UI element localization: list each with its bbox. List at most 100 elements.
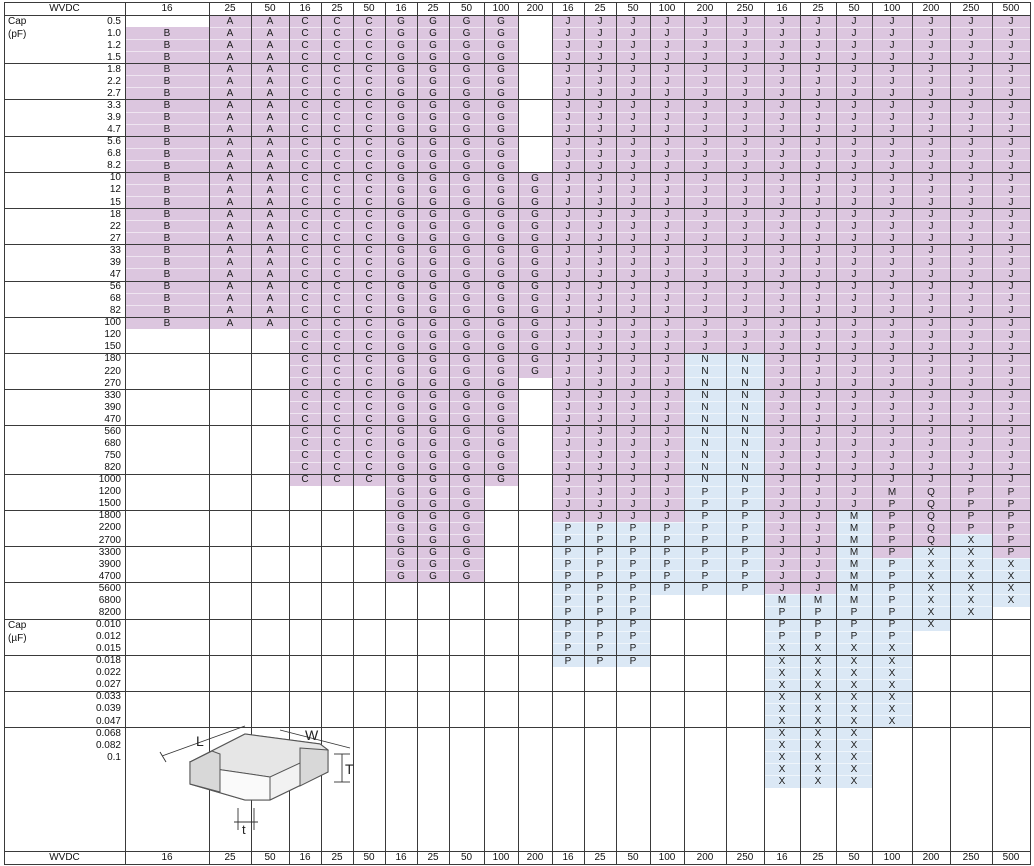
case-code: J bbox=[565, 15, 571, 27]
case-code: J bbox=[851, 148, 857, 160]
case-code: J bbox=[742, 305, 748, 317]
case-code: G bbox=[462, 208, 471, 220]
row-separator bbox=[650, 268, 684, 270]
row-separator bbox=[353, 51, 385, 53]
grid-horizontal bbox=[4, 655, 1031, 656]
row-separator bbox=[251, 268, 289, 270]
rating-cell-fill bbox=[289, 27, 321, 40]
row-separator bbox=[125, 232, 209, 234]
case-code: C bbox=[301, 136, 309, 148]
case-code: J bbox=[779, 112, 785, 124]
case-code: C bbox=[365, 172, 373, 184]
case-code: J bbox=[968, 64, 974, 76]
case-code: J bbox=[597, 245, 603, 257]
case-code: G bbox=[397, 498, 405, 510]
voltage-header: 25 bbox=[812, 3, 824, 14]
row-separator bbox=[449, 365, 484, 367]
row-separator bbox=[353, 449, 385, 451]
row-separator bbox=[417, 220, 449, 222]
row-separator bbox=[726, 304, 764, 306]
rating-cell-fill bbox=[385, 171, 417, 185]
case-code: C bbox=[333, 27, 341, 39]
capacitance-value: 39 bbox=[109, 256, 121, 268]
case-code: X bbox=[850, 655, 858, 667]
case-code: J bbox=[928, 76, 934, 88]
case-code: J bbox=[630, 172, 636, 184]
row-separator bbox=[209, 196, 251, 198]
row-separator bbox=[321, 75, 353, 77]
row-separator bbox=[449, 220, 484, 222]
row-separator bbox=[950, 87, 992, 89]
case-code: J bbox=[742, 184, 748, 196]
case-code: J bbox=[1008, 341, 1014, 353]
case-code: G bbox=[429, 184, 437, 196]
rating-cell-fill bbox=[125, 159, 209, 173]
case-code: J bbox=[889, 353, 895, 365]
case-code: G bbox=[397, 486, 405, 498]
grid-vertical bbox=[518, 2, 519, 864]
case-code: N bbox=[701, 402, 709, 414]
case-code: C bbox=[365, 414, 373, 426]
rating-cell-fill bbox=[251, 244, 289, 257]
row-separator bbox=[616, 39, 650, 41]
capacitance-value: 27 bbox=[109, 232, 121, 244]
row-separator bbox=[484, 51, 518, 53]
row-separator bbox=[836, 594, 872, 596]
voltage-header: 50 bbox=[848, 3, 860, 14]
row-separator bbox=[800, 123, 836, 125]
row-separator bbox=[484, 75, 518, 77]
row-separator bbox=[684, 401, 726, 403]
case-code: G bbox=[429, 208, 437, 220]
row-separator bbox=[616, 123, 650, 125]
case-code: J bbox=[779, 389, 785, 401]
case-code: J bbox=[1008, 438, 1014, 450]
row-separator bbox=[385, 123, 417, 125]
case-code: G bbox=[462, 184, 471, 196]
row-separator bbox=[950, 497, 992, 499]
case-code: G bbox=[429, 546, 437, 558]
voltage-header: 25 bbox=[224, 3, 236, 14]
row-separator bbox=[764, 365, 800, 367]
case-code: X bbox=[1007, 583, 1015, 595]
case-code: G bbox=[497, 64, 505, 76]
row-separator bbox=[584, 570, 616, 572]
case-code: G bbox=[429, 136, 437, 148]
rating-cell-fill bbox=[353, 111, 385, 125]
rating-cell-fill bbox=[289, 304, 321, 318]
row-separator bbox=[950, 75, 992, 77]
case-code: J bbox=[968, 269, 974, 281]
row-separator bbox=[650, 75, 684, 77]
rating-cell-fill bbox=[321, 147, 353, 161]
row-separator bbox=[872, 111, 912, 113]
case-code: P bbox=[741, 510, 749, 522]
voltage-header: 16 bbox=[776, 3, 788, 14]
row-separator bbox=[518, 292, 552, 294]
case-code: J bbox=[597, 510, 603, 522]
row-separator bbox=[209, 292, 251, 294]
row-separator bbox=[872, 328, 912, 330]
row-separator bbox=[764, 594, 800, 596]
row-separator bbox=[449, 39, 484, 41]
row-separator bbox=[912, 606, 950, 608]
rating-cell-fill bbox=[289, 256, 321, 270]
row-separator bbox=[684, 461, 726, 463]
case-code: J bbox=[702, 136, 708, 148]
case-code: G bbox=[531, 305, 539, 317]
case-code: G bbox=[397, 136, 405, 148]
case-code: G bbox=[429, 522, 437, 534]
case-code: J bbox=[815, 257, 821, 269]
case-code: X bbox=[814, 776, 822, 788]
rating-cell-fill bbox=[321, 413, 353, 426]
rating-cell-fill bbox=[353, 340, 385, 354]
case-code: J bbox=[1008, 389, 1014, 401]
case-code: J bbox=[851, 184, 857, 196]
case-code: J bbox=[928, 64, 934, 76]
case-code: J bbox=[630, 124, 636, 136]
case-code: J bbox=[1008, 462, 1014, 474]
case-code: N bbox=[701, 462, 709, 474]
row-separator bbox=[650, 183, 684, 185]
row-separator bbox=[764, 751, 800, 753]
case-code: J bbox=[815, 245, 821, 257]
case-code: B bbox=[163, 257, 171, 269]
case-code: C bbox=[301, 124, 309, 136]
